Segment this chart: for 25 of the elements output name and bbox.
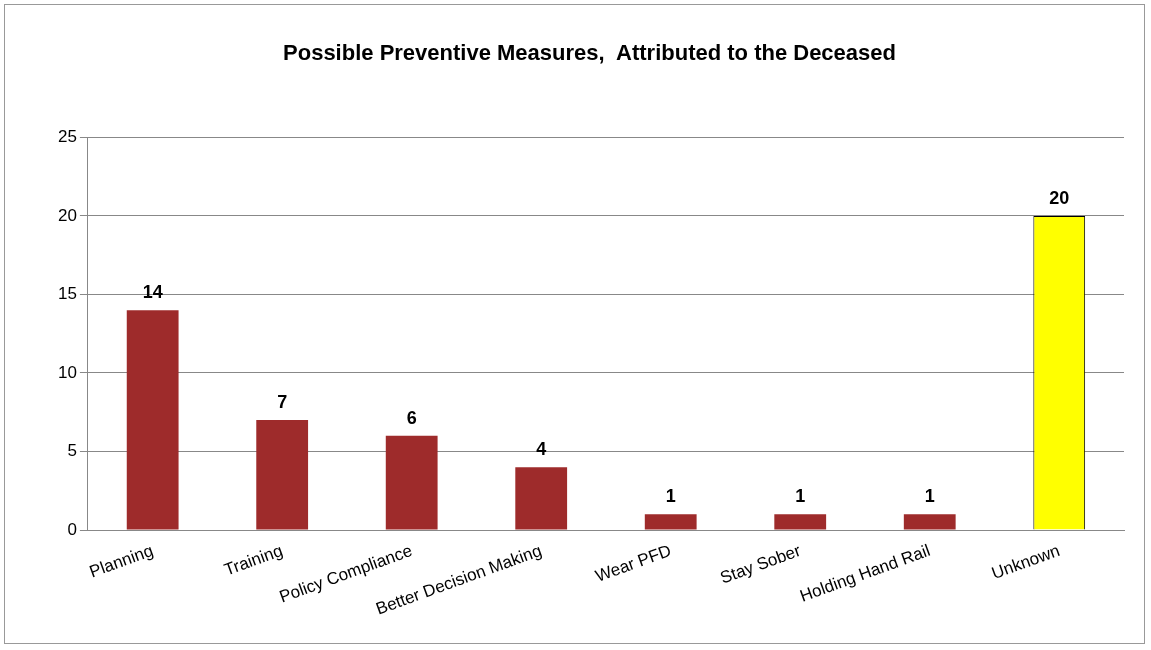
bar <box>256 420 309 530</box>
x-tick-label: Wear PFD <box>592 540 674 586</box>
bar <box>903 514 956 530</box>
bar <box>126 310 179 530</box>
x-tick-label: Stay Sober <box>717 540 804 588</box>
data-label: 1 <box>795 486 806 507</box>
y-tick-label: 0 <box>67 519 77 539</box>
x-tick-label: Training <box>221 540 286 580</box>
data-label: 20 <box>1049 187 1070 208</box>
y-tick-label: 5 <box>67 441 77 461</box>
bar <box>385 435 438 530</box>
y-tick-label: 10 <box>57 362 77 382</box>
bar <box>515 467 568 530</box>
chart-title: Possible Preventive Measures, Attributed to the Deceased <box>283 40 896 66</box>
y-tick-label: 25 <box>57 127 77 147</box>
data-label: 6 <box>406 407 417 428</box>
data-label: 1 <box>665 486 676 507</box>
bar <box>644 514 697 530</box>
data-label: 14 <box>142 282 163 303</box>
bar <box>774 514 827 530</box>
y-tick-label: 20 <box>57 205 77 225</box>
data-label: 7 <box>277 392 288 413</box>
data-label: 1 <box>924 486 935 507</box>
data-label: 4 <box>536 439 547 460</box>
y-tick-label: 15 <box>57 284 77 304</box>
